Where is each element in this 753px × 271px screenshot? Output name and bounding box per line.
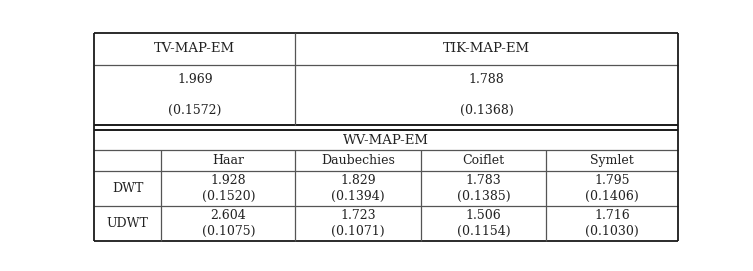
Text: (0.1406): (0.1406)	[585, 190, 639, 203]
Text: Coiflet: Coiflet	[462, 154, 505, 167]
Text: (0.1075): (0.1075)	[202, 225, 255, 238]
Text: 1.829: 1.829	[340, 174, 376, 187]
Text: (0.1030): (0.1030)	[585, 225, 639, 238]
Text: TV-MAP-EM: TV-MAP-EM	[154, 42, 236, 55]
Text: (0.1154): (0.1154)	[457, 225, 511, 238]
Text: 1.969: 1.969	[177, 73, 212, 86]
Text: (0.1071): (0.1071)	[331, 225, 385, 238]
Text: (0.1368): (0.1368)	[459, 104, 514, 117]
Text: Symlet: Symlet	[590, 154, 634, 167]
Text: (0.1385): (0.1385)	[457, 190, 511, 203]
Text: 1.788: 1.788	[468, 73, 505, 86]
Text: 1.928: 1.928	[211, 174, 246, 187]
Text: 2.604: 2.604	[211, 209, 246, 222]
Text: WV-MAP-EM: WV-MAP-EM	[343, 134, 429, 147]
Text: (0.1520): (0.1520)	[202, 190, 255, 203]
Text: DWT: DWT	[112, 182, 143, 195]
Text: UDWT: UDWT	[107, 217, 148, 230]
Text: TIK-MAP-EM: TIK-MAP-EM	[443, 42, 530, 55]
Text: 1.723: 1.723	[340, 209, 376, 222]
Text: 1.716: 1.716	[594, 209, 630, 222]
Text: (0.1394): (0.1394)	[331, 190, 385, 203]
Text: 1.795: 1.795	[594, 174, 630, 187]
Text: Daubechies: Daubechies	[322, 154, 395, 167]
Text: (0.1572): (0.1572)	[168, 104, 221, 117]
Text: 1.506: 1.506	[466, 209, 501, 222]
Text: Haar: Haar	[212, 154, 244, 167]
Text: 1.783: 1.783	[466, 174, 501, 187]
